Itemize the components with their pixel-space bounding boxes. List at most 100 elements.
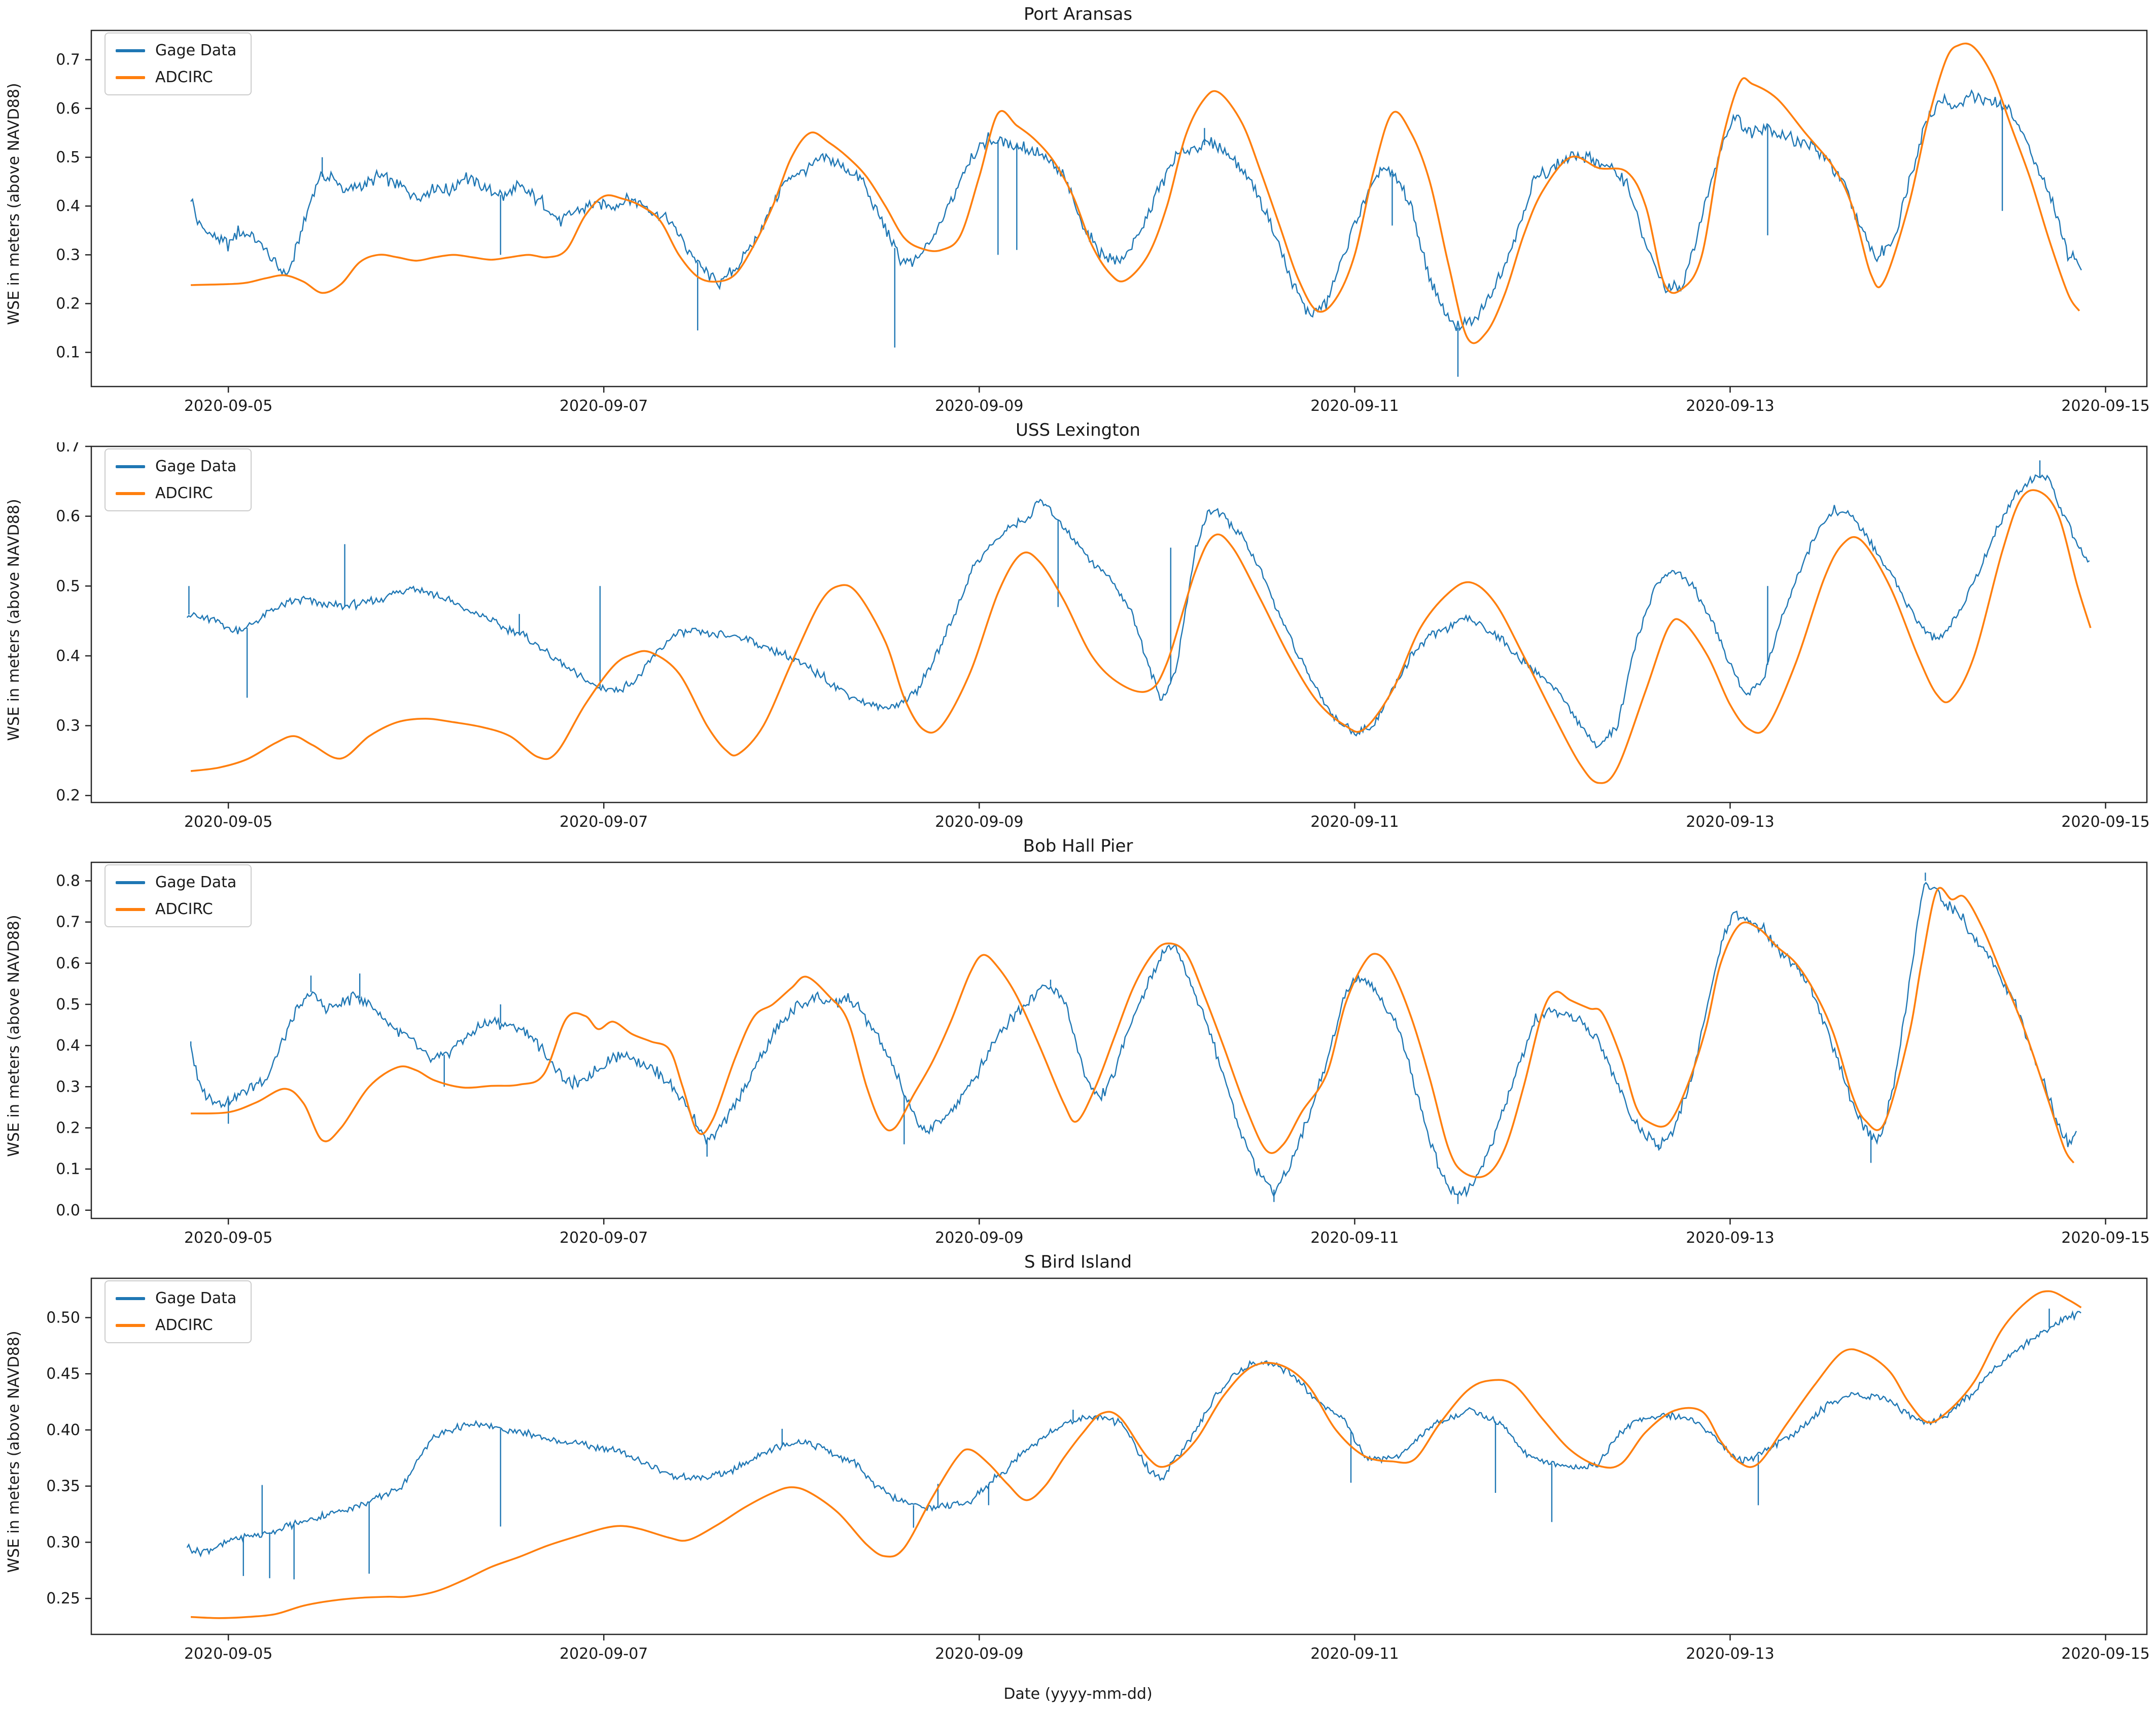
adcirc-line-swatch	[116, 1323, 145, 1327]
adcirc-line	[191, 887, 2075, 1178]
x-tick-label: 2020-09-11	[1310, 813, 1399, 831]
panel-port-aransas: Port Aransas WSE in meters (above NAVD88…	[0, 0, 2156, 416]
y-tick-label: 0.2	[56, 295, 80, 313]
x-tick-label: 2020-09-13	[1686, 1229, 1774, 1247]
plot-spines	[90, 445, 2148, 803]
y-tick-label: 0.50	[46, 1309, 80, 1327]
x-tick-label: 2020-09-15	[2061, 813, 2149, 831]
y-tick-label: 0.4	[56, 197, 80, 215]
plot-s-bird-island: 0.25 0.30 0.35 0.40 0.45 0.50 2020-09-05 2020-0…	[46, 1277, 2150, 1663]
y-tick-label: 0.2	[56, 787, 80, 805]
legend-label: ADCIRC	[155, 1316, 213, 1334]
legend-label: Gage Data	[155, 42, 237, 59]
gage-data-line	[186, 474, 2090, 749]
y-tick-label: 0.8	[56, 872, 80, 890]
x-tick-label: 2020-09-11	[1310, 397, 1399, 415]
panel-title: Bob Hall Pier	[1023, 836, 1133, 856]
x-tick-label: 2020-09-09	[935, 813, 1023, 831]
y-axis-label: WSE in meters (above NAVD88)	[5, 83, 23, 325]
x-tick-label: 2020-09-13	[1686, 1645, 1774, 1663]
gage-line-swatch	[116, 881, 145, 884]
legend-label: ADCIRC	[155, 68, 213, 86]
panel-bob-hall-pier: Bob Hall Pier WSE in meters (above NAVD8…	[0, 832, 2156, 1248]
x-tick-label: 2020-09-13	[1686, 813, 1774, 831]
legend: Gage Data ADCIRC	[105, 32, 252, 95]
legend: Gage Data ADCIRC	[105, 448, 252, 511]
axes-3: 0.25 0.30 0.35 0.40 0.45 0.50 2020-09-05 2020-0…	[46, 1277, 2150, 1663]
legend-label: Gage Data	[155, 458, 237, 475]
y-tick-label: 0.6	[56, 955, 80, 972]
plot-port-aransas: 0.1 0.2 0.3 0.4 0.5 0.6 0.7 2020-09-05 2020-09-0…	[56, 29, 2150, 415]
y-tick-label: 0.7	[56, 914, 80, 931]
legend-item-gage: Gage Data	[116, 458, 236, 475]
x-tick-label: 2020-09-15	[2061, 1645, 2149, 1663]
x-tick-label: 2020-09-07	[560, 1229, 648, 1247]
gage-line-swatch	[116, 465, 145, 468]
adcirc-line-swatch	[116, 907, 145, 911]
y-tick-label: 0.5	[56, 996, 80, 1014]
adcirc-line-swatch	[116, 76, 145, 79]
x-tick-label: 2020-09-11	[1310, 1645, 1399, 1663]
plot-uss-lexington: 0.2 0.3 0.4 0.5 0.6 0.7 2020-09-05 2020-09-07 20…	[56, 442, 2149, 831]
plot-spines	[90, 1277, 2148, 1635]
y-tick-label: 0.3	[56, 717, 80, 735]
legend: Gage Data ADCIRC	[105, 864, 252, 927]
legend-item-gage: Gage Data	[116, 874, 236, 891]
legend-label: Gage Data	[155, 874, 237, 891]
gage-data-line	[190, 882, 2077, 1198]
y-tick-label: 0.4	[56, 647, 80, 665]
y-tick-label: 0.30	[46, 1533, 80, 1551]
adcirc-line	[191, 1290, 2082, 1619]
y-tick-label: 0.1	[56, 344, 80, 362]
x-tick-label: 2020-09-09	[935, 1229, 1023, 1247]
x-axis-label: Date (yyyy-mm-dd)	[1003, 1685, 1153, 1703]
adcirc-line	[191, 43, 2080, 344]
y-tick-label: 0.5	[56, 577, 80, 595]
panel-title: USS Lexington	[1016, 420, 1140, 440]
x-tick-label: 2020-09-05	[184, 813, 272, 831]
x-tick-label: 2020-09-15	[2061, 1229, 2149, 1247]
legend-label: Gage Data	[155, 1289, 237, 1307]
legend-label: ADCIRC	[155, 900, 213, 918]
y-tick-label: 0.5	[56, 149, 80, 166]
axes-0: 0.1 0.2 0.3 0.4 0.5 0.6 0.7 2020-09-05 2020-09-0…	[56, 29, 2150, 415]
axes-2: 0.0 0.1 0.2 0.3 0.4 0.5 0.6 0.7 0.8 2020-09-05 202…	[56, 861, 2150, 1247]
x-tick-label: 2020-09-05	[184, 1229, 272, 1247]
y-tick-label: 0.3	[56, 246, 80, 264]
x-tick-label: 2020-09-09	[935, 1645, 1023, 1663]
x-tick-label: 2020-09-05	[184, 397, 272, 415]
y-tick-label: 0.7	[56, 442, 80, 456]
y-tick-label: 0.0	[56, 1202, 80, 1219]
plot-spines	[90, 861, 2148, 1219]
plot-bob-hall-pier: 0.0 0.1 0.2 0.3 0.4 0.5 0.6 0.7 0.8 2020-09-05 202…	[56, 861, 2150, 1247]
x-tick-label: 2020-09-07	[560, 397, 648, 415]
y-tick-label: 0.2	[56, 1119, 80, 1137]
panel-uss-lexington: USS Lexington WSE in meters (above NAVD8…	[0, 416, 2156, 832]
legend-item-gage: Gage Data	[116, 42, 236, 59]
legend-item-adcirc: ADCIRC	[116, 484, 236, 502]
x-tick-label: 2020-09-07	[560, 813, 648, 831]
y-tick-label: 0.1	[56, 1161, 80, 1178]
y-axis-label: WSE in meters (above NAVD88)	[5, 499, 23, 741]
y-tick-label: 0.35	[46, 1478, 80, 1495]
legend-item-adcirc: ADCIRC	[116, 1316, 236, 1334]
adcirc-line	[190, 489, 2092, 784]
y-tick-label: 0.4	[56, 1037, 80, 1055]
y-tick-label: 0.6	[56, 508, 80, 526]
y-tick-label: 0.45	[46, 1365, 80, 1383]
legend-item-adcirc: ADCIRC	[116, 68, 236, 86]
legend-item-adcirc: ADCIRC	[116, 900, 236, 918]
y-tick-label: 0.25	[46, 1590, 80, 1608]
y-tick-label: 0.7	[56, 51, 80, 69]
adcirc-line-swatch	[116, 492, 145, 495]
gage-line-swatch	[116, 49, 145, 52]
x-tick-label: 2020-09-09	[935, 397, 1023, 415]
y-axis-label: WSE in meters (above NAVD88)	[5, 915, 23, 1157]
y-tick-label: 0.40	[46, 1421, 80, 1439]
panel-s-bird-island: S Bird Island WSE in meters (above NAVD8…	[0, 1248, 2156, 1664]
gage-line-swatch	[116, 1297, 145, 1300]
plot-spines	[90, 29, 2148, 388]
x-tick-label: 2020-09-07	[560, 1645, 648, 1663]
